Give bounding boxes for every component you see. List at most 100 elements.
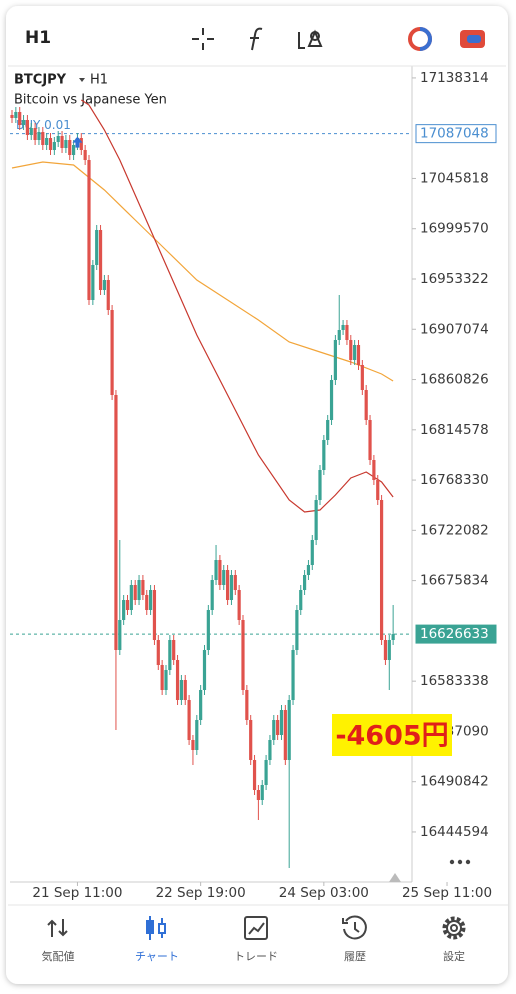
candle-body	[310, 540, 314, 565]
trade-icon[interactable]	[460, 30, 485, 48]
candle-body	[372, 460, 376, 480]
candle-body	[64, 140, 68, 148]
candle-body	[41, 132, 45, 145]
profit-box	[332, 714, 452, 756]
candle-body	[106, 280, 110, 310]
y-tick-label: 16999570	[420, 221, 489, 237]
candle-body	[160, 665, 164, 690]
candle-body	[383, 640, 388, 660]
more-menu[interactable]	[449, 859, 471, 865]
trade-nav-icon[interactable]	[244, 916, 268, 940]
nav-label[interactable]: 気配値	[42, 949, 75, 963]
candle-body	[91, 265, 95, 300]
candle-body	[179, 680, 183, 700]
quotes-icon[interactable]	[47, 919, 68, 937]
x-tick-label: 21 Sep 11:00	[32, 885, 122, 901]
candle-body	[183, 680, 187, 700]
candle-body	[329, 380, 334, 420]
candle-body	[379, 500, 384, 640]
candle-body	[68, 140, 72, 155]
candle-body	[353, 345, 357, 360]
y-tick-label: 16907074	[420, 321, 489, 337]
candle-body	[291, 650, 295, 700]
candle-body	[279, 710, 284, 735]
price-tag-label: 17087048	[420, 126, 489, 142]
candle-body	[287, 700, 291, 760]
candle-body	[114, 395, 118, 650]
candle-body	[33, 128, 37, 140]
candle-body	[229, 575, 234, 600]
candle-body	[141, 580, 145, 595]
candle-body	[360, 365, 364, 390]
header: H1	[25, 27, 485, 51]
candle-body	[37, 132, 41, 140]
nav-label[interactable]: チャート	[135, 950, 179, 963]
y-tick-label: 16768330	[420, 472, 489, 488]
candle-body	[175, 660, 180, 700]
y-tick-label: 16722082	[420, 522, 489, 538]
candle-body	[341, 325, 345, 330]
candle-body	[110, 310, 114, 395]
candle-body	[245, 690, 249, 720]
nav-label[interactable]: 履歴	[344, 950, 366, 963]
candle-body	[337, 330, 341, 340]
symbol-dropdown[interactable]	[79, 78, 85, 82]
y-tick-label: 16490842	[420, 774, 489, 790]
account-icon[interactable]	[408, 27, 432, 51]
candle-body	[241, 620, 245, 690]
nav-label[interactable]: トレード	[234, 950, 278, 963]
candle-body	[14, 112, 18, 118]
bottom-nav	[8, 904, 508, 940]
candle-body	[268, 740, 272, 760]
candle-body	[118, 620, 122, 650]
candle-body	[29, 128, 33, 135]
crosshair-icon[interactable]	[192, 28, 214, 50]
timeframe-button[interactable]: H1	[25, 28, 51, 48]
candle-body	[148, 590, 153, 610]
y-tick-label: 16953322	[420, 271, 489, 287]
candle-body	[314, 500, 318, 540]
candle-body	[272, 720, 276, 740]
y-tick-label: 17138314	[420, 70, 489, 86]
candle-body	[318, 470, 322, 500]
y-tick-label: 16675834	[420, 573, 489, 589]
y-tick-label: 17045818	[420, 170, 489, 186]
candle-body	[87, 160, 91, 300]
candle-body	[283, 710, 287, 760]
candle-body	[83, 150, 87, 160]
objects-icon[interactable]	[298, 29, 323, 49]
candle-body	[218, 560, 222, 585]
history-icon[interactable]	[342, 915, 367, 940]
candle-body	[71, 145, 76, 155]
indicator-icon[interactable]	[250, 27, 263, 51]
candle-body	[391, 634, 395, 640]
candle-body	[21, 120, 26, 125]
candle-body	[199, 690, 203, 720]
position-arrow	[72, 136, 83, 148]
y-tick-label: 16860826	[420, 372, 489, 388]
candle-body	[122, 600, 126, 620]
candle-body	[60, 136, 64, 148]
candle-body	[95, 230, 99, 265]
candle-body	[210, 580, 214, 610]
candle-body	[368, 420, 372, 460]
price-tag	[415, 624, 497, 644]
nav-label[interactable]: 設定	[443, 949, 465, 963]
candle-body	[25, 120, 30, 135]
candle-body	[333, 340, 337, 380]
chart-icon[interactable]	[146, 916, 166, 940]
chart-timeframe: H1	[90, 73, 108, 88]
candle-body	[48, 138, 53, 150]
candle-body	[56, 136, 60, 142]
candle-body	[376, 480, 380, 500]
candle-body	[302, 575, 307, 590]
candle-body	[299, 590, 303, 610]
settings-icon[interactable]	[442, 916, 466, 940]
candle-body	[202, 650, 207, 690]
candle-body	[164, 670, 168, 690]
price-tag-label: 16626633	[420, 626, 489, 642]
candle-body	[168, 640, 172, 670]
candle-body	[129, 585, 133, 610]
candle-body	[133, 585, 137, 600]
y-tick-label: 16814578	[420, 422, 489, 438]
